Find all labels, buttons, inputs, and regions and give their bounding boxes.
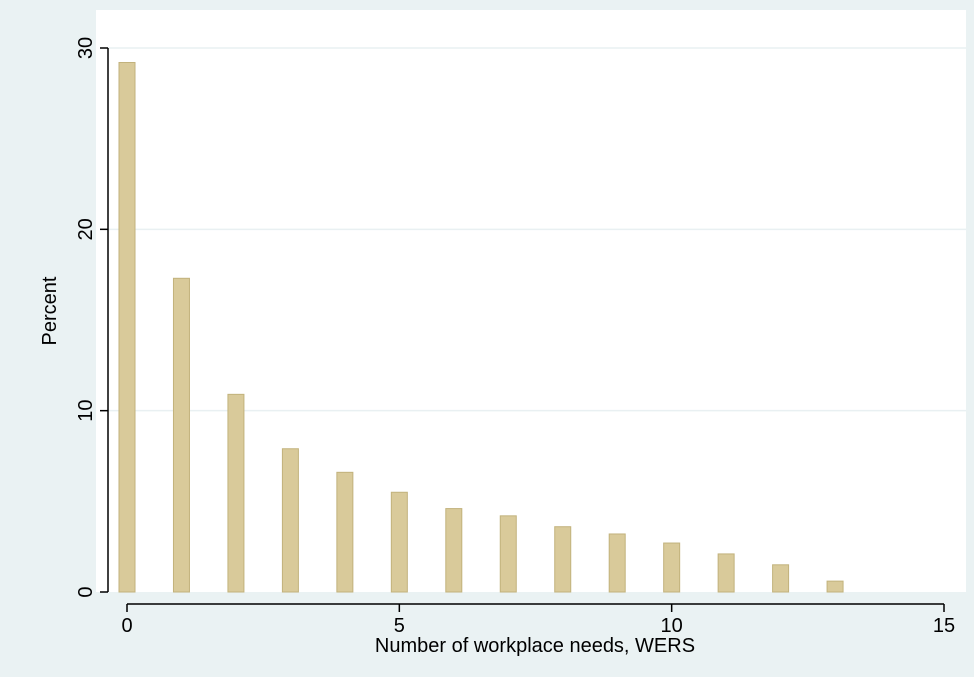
y-axis-label: Percent — [39, 276, 61, 345]
x-tick-label: 0 — [121, 615, 132, 637]
bar-12 — [772, 564, 790, 593]
bars — [118, 62, 844, 593]
bar-1 — [172, 277, 190, 593]
bar-4 — [336, 471, 354, 593]
bar-2 — [227, 393, 245, 593]
x-tick-label: 15 — [933, 615, 955, 637]
gridlines — [108, 47, 966, 412]
bar-7 — [499, 515, 517, 593]
bar-5 — [390, 491, 408, 593]
y-tick-label: 0 — [75, 586, 97, 597]
x-axis-label: Number of workplace needs, WERS — [375, 635, 695, 657]
bar-13 — [826, 580, 844, 593]
y-tick-label: 30 — [75, 37, 97, 59]
x-tick-label: 10 — [661, 615, 683, 637]
bar-10 — [663, 542, 681, 593]
bar-6 — [445, 508, 463, 593]
y-tick-label: 20 — [75, 218, 97, 240]
axes — [100, 47, 945, 612]
bar-11 — [717, 553, 735, 593]
tick-labels: 0 10 20 30 0 5 10 15 — [75, 37, 955, 637]
x-tick-label: 5 — [394, 615, 405, 637]
bar-9 — [608, 533, 626, 593]
y-tick-label: 10 — [75, 400, 97, 422]
bar-0 — [118, 62, 136, 593]
plot-area — [96, 10, 966, 592]
bar-3 — [281, 448, 299, 593]
bar-8 — [554, 526, 572, 593]
